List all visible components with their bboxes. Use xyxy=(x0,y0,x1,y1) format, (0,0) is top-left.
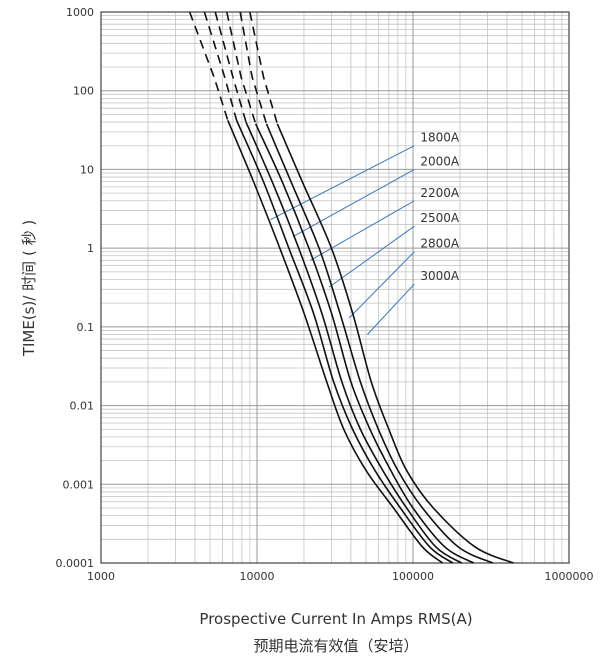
curve-dashed-2000a xyxy=(203,11,238,121)
x-tick-label: 10000 xyxy=(240,570,275,583)
series-label-2000a: 2000A xyxy=(420,154,460,168)
y-tick-label: 0.1 xyxy=(77,321,95,334)
x-tick-label: 1000 xyxy=(87,570,115,583)
plot-area xyxy=(101,12,569,563)
curve-2200a xyxy=(245,121,463,564)
leader-line-2800a xyxy=(348,251,415,319)
y-tick-label: 0.0001 xyxy=(56,557,95,570)
leader-line-1800a xyxy=(270,145,415,221)
curve-1800a xyxy=(227,120,444,564)
y-tick-label: 0.001 xyxy=(63,478,95,491)
curve-dashed-3000a xyxy=(249,11,279,125)
x-axis-title: Prospective Current In Amps RMS(A) xyxy=(199,610,472,628)
curve-dashed-1800a xyxy=(188,11,229,121)
x-tick-labels: 1000 10000 100000 1000000 xyxy=(87,570,594,583)
y-axis-title: TIME(s)/ 时间 ( 秒 ) xyxy=(20,220,38,357)
curve-dashed-2500a xyxy=(225,11,257,125)
series-labels: 1800A 2000A 2200A 2500A 2800A 3000A xyxy=(420,131,460,283)
curve-2500a xyxy=(254,123,475,564)
leader-line-2000a xyxy=(292,168,415,238)
curve-dashed-2800a xyxy=(239,11,268,125)
curve-dashed-2200a xyxy=(214,11,247,123)
curve-2800a xyxy=(265,123,494,564)
series-label-2500a: 2500A xyxy=(420,211,460,225)
leader-line-2200a xyxy=(310,200,415,261)
series-label-3000a: 3000A xyxy=(420,269,460,283)
leader-line-3000a xyxy=(367,283,415,335)
y-tick-label: 0.01 xyxy=(70,400,95,413)
leader-line-2500a xyxy=(328,225,415,288)
plot-border xyxy=(100,11,570,564)
x-axis-title-zh: 预期电流有效值（安培） xyxy=(253,637,418,655)
series-label-2800a: 2800A xyxy=(420,237,460,251)
y-tick-label: 1000 xyxy=(66,6,94,19)
curve-3000a xyxy=(276,123,514,564)
x-tick-label: 1000000 xyxy=(545,570,594,583)
major-grid xyxy=(100,11,570,564)
x-tick-label: 100000 xyxy=(392,570,434,583)
label-leaders xyxy=(270,145,415,335)
curves xyxy=(188,11,514,564)
series-label-1800a: 1800A xyxy=(420,131,460,145)
series-label-2200a: 2200A xyxy=(420,186,460,200)
y-tick-labels: 1000 100 10 1 0.1 0.01 0.001 0.0001 xyxy=(56,6,95,570)
y-tick-label: 1 xyxy=(87,242,94,255)
y-tick-label: 100 xyxy=(73,85,94,98)
y-tick-label: 10 xyxy=(80,163,94,176)
curve-2000a xyxy=(235,120,454,564)
